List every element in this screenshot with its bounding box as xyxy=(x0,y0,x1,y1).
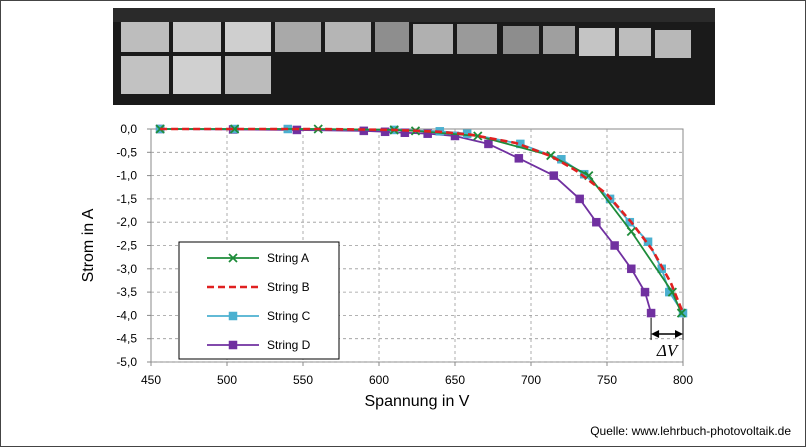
data-point xyxy=(646,308,656,318)
data-point xyxy=(640,287,650,297)
data-point xyxy=(610,241,619,250)
series-string-b xyxy=(160,127,685,314)
x-tick-label: 550 xyxy=(293,373,313,387)
y-tick-label: -5,0 xyxy=(116,355,137,369)
legend-swatch-marker xyxy=(228,311,238,321)
x-tick-label: 750 xyxy=(597,373,617,387)
legend-swatch-marker-stroke xyxy=(228,253,238,263)
data-point xyxy=(549,171,559,180)
y-tick-label: -1,0 xyxy=(116,169,137,183)
delta-v-arrowhead-left xyxy=(651,330,660,339)
pv-module xyxy=(543,26,575,54)
legend-swatch-marker xyxy=(228,253,238,263)
legend-label: String C xyxy=(267,309,311,323)
pv-module xyxy=(121,56,169,94)
delta-v-label: ΔV xyxy=(656,341,680,360)
y-tick-label: -4,0 xyxy=(116,308,137,322)
data-point xyxy=(678,308,688,318)
x-tick-label: 450 xyxy=(141,373,161,387)
series-layer xyxy=(155,124,688,318)
legend-label: String B xyxy=(267,280,310,294)
source-credit: Quelle: www.lehrbuch-photovoltaik.de xyxy=(590,424,791,438)
legend-item-string-a: String A xyxy=(207,251,309,265)
y-tick-label: -2,0 xyxy=(116,215,137,229)
x-tick-label: 650 xyxy=(445,373,465,387)
pv-array-photo xyxy=(113,8,715,105)
legend-label: String D xyxy=(267,338,311,352)
x-axis-label: Spannung in V xyxy=(365,393,470,410)
pv-module xyxy=(121,22,169,52)
data-point xyxy=(592,217,601,227)
pv-module xyxy=(325,22,371,52)
legend-item-string-d: String D xyxy=(207,338,311,352)
data-point xyxy=(359,126,369,136)
pv-module xyxy=(503,26,539,54)
data-point xyxy=(575,194,584,204)
pv-module xyxy=(375,22,409,52)
pv-module xyxy=(457,24,497,54)
y-tick-label: -4,5 xyxy=(116,332,137,346)
y-tick-label: -2,5 xyxy=(116,239,137,253)
y-axis-ticks: 0,0 -0,5 -1,0 -1,5 -2,0 -2,5 -3,0 -3,5 -4,0 -4,5 -… xyxy=(116,122,151,369)
x-tick-label: 800 xyxy=(673,373,693,387)
legend-item-string-b: String B xyxy=(207,280,310,294)
pv-module xyxy=(579,28,615,56)
gridlines xyxy=(151,129,683,363)
data-point xyxy=(514,154,524,163)
pv-module xyxy=(619,28,651,56)
data-point xyxy=(484,139,493,149)
x-tick-label: 500 xyxy=(217,373,237,387)
x-tick-label: 600 xyxy=(369,373,389,387)
pv-module xyxy=(173,22,221,52)
y-tick-label: -1,5 xyxy=(116,192,137,206)
data-point xyxy=(626,226,636,237)
y-tick-label: -3,0 xyxy=(116,262,137,276)
legend-item-string-c: String C xyxy=(207,309,311,323)
data-point xyxy=(473,131,483,141)
legend-box xyxy=(178,241,340,360)
legend-swatch-marker xyxy=(228,340,238,350)
data-point-stroke xyxy=(546,150,556,161)
series-line xyxy=(160,127,685,314)
data-point-stroke xyxy=(626,226,636,237)
data-point-stroke xyxy=(676,308,687,318)
delta-v-annotation: ΔV xyxy=(650,317,684,360)
data-point xyxy=(423,129,432,138)
pv-module xyxy=(413,24,453,54)
x-tick-label: 700 xyxy=(521,373,541,387)
pv-module xyxy=(225,56,271,94)
data-point-stroke xyxy=(229,124,240,134)
data-point xyxy=(380,127,390,137)
x-axis-ticks: 450 500 550 600 650 700 750 800 xyxy=(141,362,693,387)
y-axis-label: Strom in A xyxy=(80,208,97,282)
data-point-stroke xyxy=(473,131,483,141)
delta-v-arrowhead-right xyxy=(675,330,683,339)
pv-module xyxy=(173,56,221,94)
legend-label: String A xyxy=(267,251,309,265)
data-point xyxy=(229,124,240,134)
data-point xyxy=(400,128,410,137)
y-tick-label: -3,5 xyxy=(116,285,137,299)
data-point-stroke xyxy=(667,287,677,297)
pv-module xyxy=(225,22,271,52)
y-tick-label: 0,0 xyxy=(120,122,137,136)
pv-module xyxy=(655,30,691,58)
pv-module xyxy=(275,22,321,52)
legend: String A String B String C String D xyxy=(178,241,340,360)
data-point xyxy=(676,308,687,318)
data-point xyxy=(627,264,636,274)
y-tick-label: -0,5 xyxy=(116,145,137,159)
